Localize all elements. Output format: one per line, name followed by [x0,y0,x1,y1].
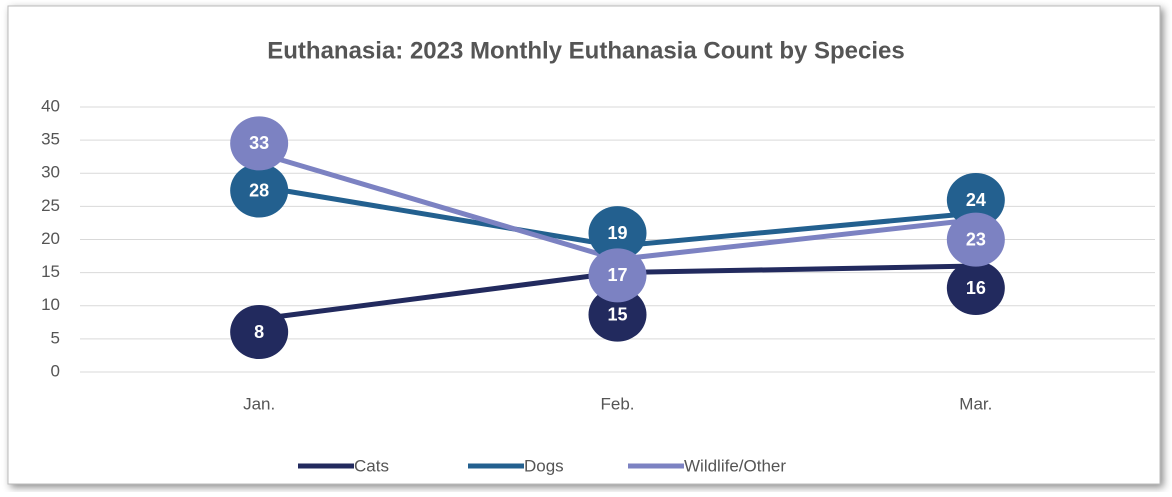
y-tick-label: 40 [41,96,60,115]
y-tick-label: 20 [41,229,60,248]
data-label: 23 [966,229,986,249]
y-tick-label: 15 [41,262,60,281]
data-label-bubble [588,248,647,303]
x-tick-label: Jan. [243,394,275,413]
data-label: 17 [607,265,627,285]
data-label-bubble [230,163,289,218]
y-tick-label: 5 [51,328,60,347]
data-label-bubble [230,116,289,171]
data-label: 16 [966,278,986,298]
data-label: 19 [607,223,627,243]
data-label: 15 [607,304,627,324]
data-label-bubble [946,261,1005,315]
chart-title: Euthanasia: 2023 Monthly Euthanasia Coun… [267,37,905,64]
data-label: 24 [966,190,986,210]
y-tick-label: 10 [41,295,60,314]
y-tick-label: 0 [51,361,60,380]
x-tick-label: Feb. [600,394,634,413]
data-label: 8 [254,322,264,342]
data-label: 28 [249,180,269,200]
legend-label: Wildlife/Other [684,456,786,475]
y-tick-label: 25 [41,196,60,215]
data-label-bubble [946,173,1005,227]
data-label-bubble [230,305,289,359]
legend-label: Dogs [524,456,564,475]
data-label-bubble [588,206,647,261]
data-label-bubble [588,287,647,342]
x-tick-label: Mar. [959,394,992,413]
data-label: 33 [249,133,269,153]
y-tick-label: 30 [41,163,60,182]
y-tick-label: 35 [41,130,60,149]
data-label-bubble [946,212,1005,267]
legend-label: Cats [354,456,389,475]
